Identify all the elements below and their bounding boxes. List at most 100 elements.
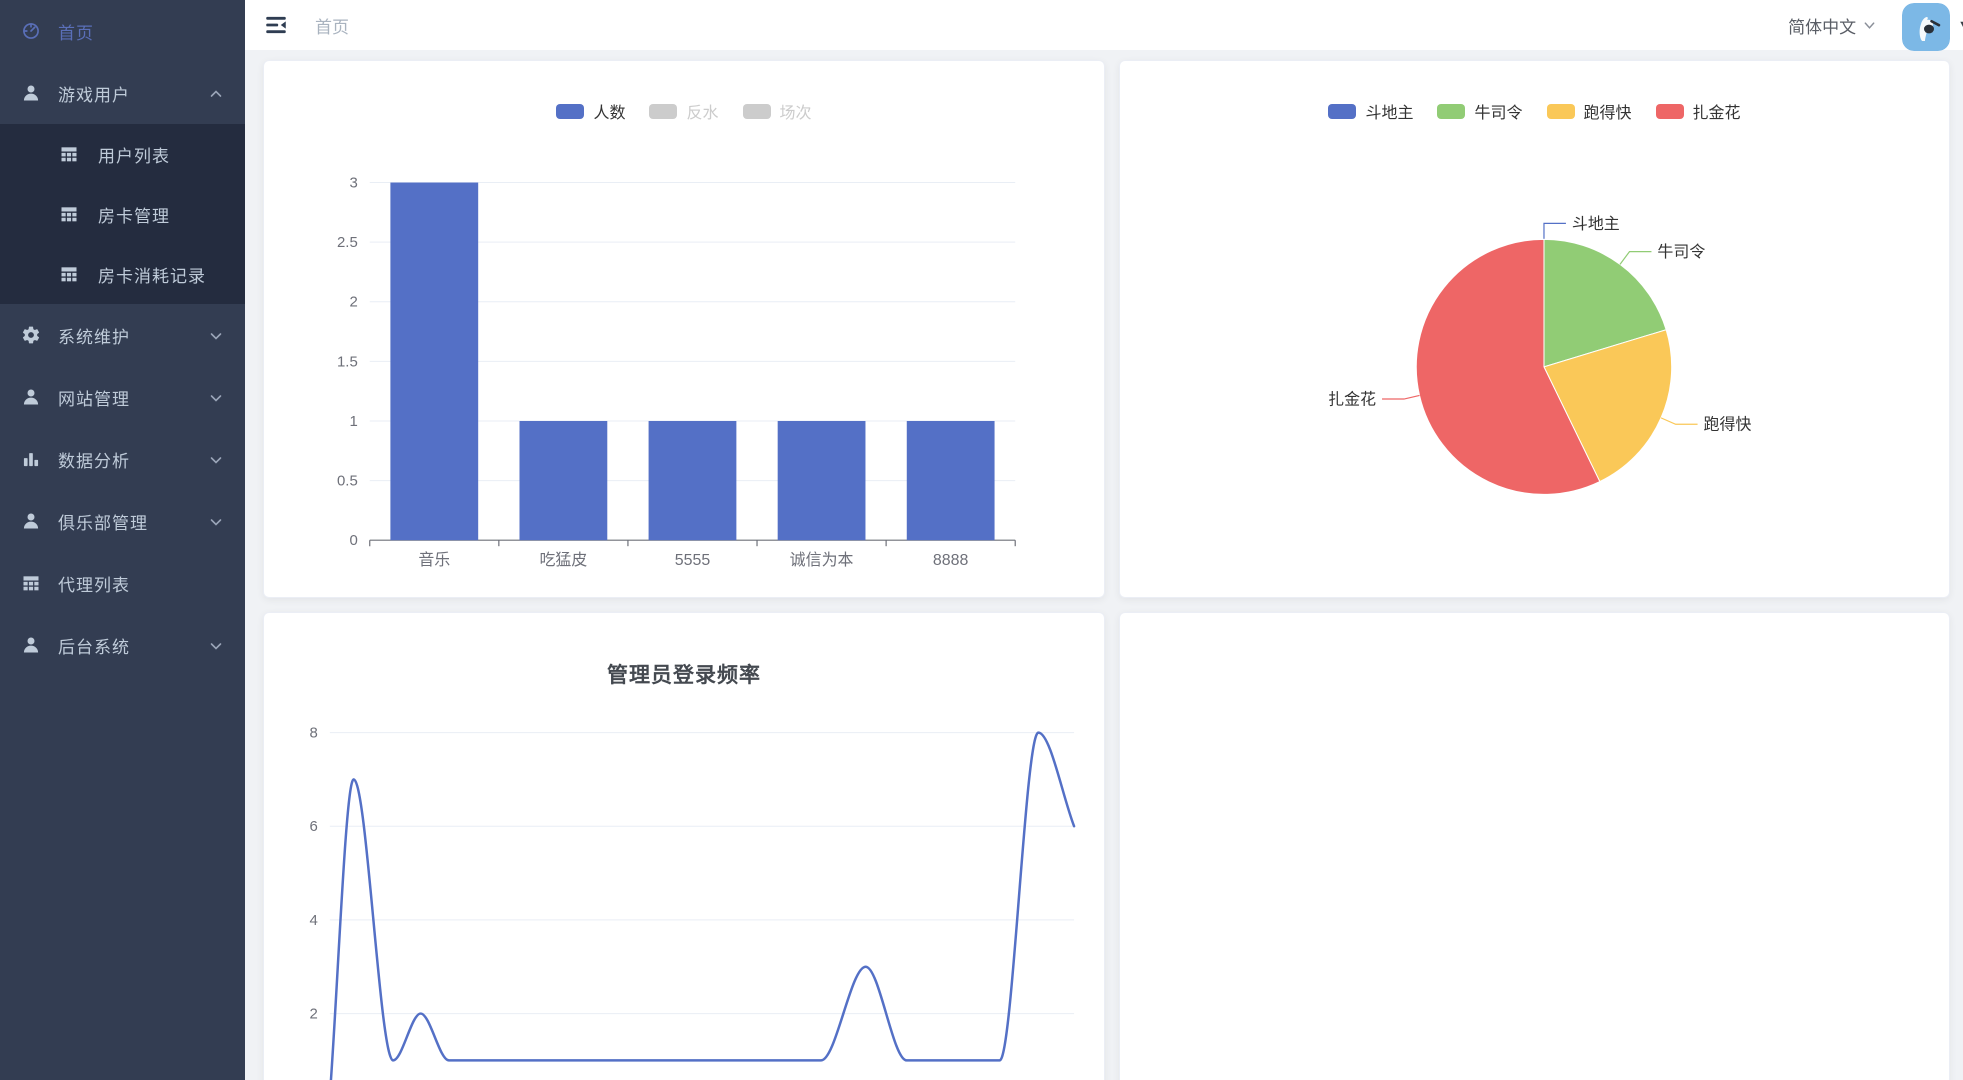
- sidebar-submenu-game-users: 用户列表房卡管理房卡消耗记录: [0, 124, 245, 304]
- pie-chart-card: 斗地主 牛司令 跑得快 扎金花 斗地主 牛司令 跑得快 扎金花: [1119, 60, 1950, 598]
- user-icon: [20, 82, 42, 104]
- sidebar-subitem-label: 房卡消耗记录: [98, 266, 206, 286]
- chevron-down-icon: [209, 328, 223, 342]
- legend-item-人数[interactable]: 人数: [556, 99, 625, 123]
- legend-item-斗地主[interactable]: 斗地主: [1328, 99, 1413, 123]
- sidebar-item-label: 数据分析: [58, 451, 130, 471]
- dashboard-content: 人数 反水 场次 0 0.5 1 1.5 2 2.5 3 音乐 吃猛皮 5555 诚信为本 8888 斗地…: [245, 50, 1963, 1080]
- svg-text:8888: 8888: [933, 552, 969, 569]
- user-icon: [20, 634, 42, 656]
- legend-item-跑得快[interactable]: 跑得快: [1546, 99, 1632, 123]
- user-icon: [20, 510, 42, 532]
- chevron-down-icon: [209, 452, 223, 466]
- sidebar-item-label: 游戏用户: [58, 85, 130, 105]
- sidebar-subitem-room-card-consume-log[interactable]: 房卡消耗记录: [0, 244, 245, 304]
- legend-swatch: [556, 103, 585, 119]
- table-icon: [58, 143, 80, 165]
- svg-text:2.5: 2.5: [337, 234, 358, 251]
- legend-swatch: [1328, 103, 1357, 119]
- avatar[interactable]: [1902, 2, 1951, 51]
- breadcrumb[interactable]: 首页: [315, 17, 349, 37]
- sidebar-item-label: 俱乐部管理: [58, 513, 148, 533]
- pie-chart-legend: 斗地主 牛司令 跑得快 扎金花: [1120, 99, 1949, 123]
- sidebar-item-label: 网站管理: [58, 389, 130, 409]
- legend-swatch: [1546, 103, 1575, 119]
- legend-label: 反水: [686, 105, 719, 122]
- bar-chart-card: 人数 反水 场次 0 0.5 1 1.5 2 2.5 3 音乐 吃猛皮 5555 诚信为本 8888: [263, 60, 1105, 598]
- sidebar: 首页游戏用户用户列表房卡管理房卡消耗记录系统维护网站管理数据分析俱乐部管理代理列…: [0, 0, 245, 1080]
- svg-text:3: 3: [349, 175, 357, 192]
- sidebar-item-backend-system[interactable]: 后台系统: [0, 614, 245, 676]
- svg-text:扎金花: 扎金花: [1328, 391, 1376, 409]
- sidebar-item-label: 代理列表: [58, 575, 130, 595]
- legend-label: 跑得快: [1583, 105, 1632, 122]
- legend-label: 牛司令: [1474, 105, 1523, 122]
- legend-label: 斗地主: [1365, 105, 1414, 122]
- svg-text:5555: 5555: [675, 552, 711, 569]
- svg-text:牛司令: 牛司令: [1657, 243, 1705, 261]
- legend-item-扎金花[interactable]: 扎金花: [1655, 99, 1741, 123]
- svg-text:0: 0: [349, 532, 357, 549]
- sidebar-item-label: 后台系统: [58, 637, 130, 657]
- svg-text:诚信为本: 诚信为本: [790, 551, 854, 569]
- line-chart-card: 管理员登录频率 2 4 6 8: [263, 612, 1105, 1080]
- svg-text:1: 1: [349, 413, 357, 430]
- svg-text:1.5: 1.5: [337, 353, 358, 370]
- legend-item-反水[interactable]: 反水: [649, 99, 719, 123]
- sidebar-item-label: 首页: [58, 23, 94, 43]
- bar-chart-legend: 人数 反水 场次: [264, 99, 1104, 123]
- chevron-down-icon: [209, 638, 223, 652]
- sidebar-item-system-maintenance[interactable]: 系统维护: [0, 304, 245, 366]
- sidebar-item-agent-list[interactable]: 代理列表: [0, 552, 245, 614]
- chevron-down-icon: [209, 514, 223, 528]
- legend-label: 人数: [593, 105, 626, 122]
- hamburger-menu-icon[interactable]: [263, 12, 289, 38]
- sidebar-item-game-users[interactable]: 游戏用户: [0, 62, 245, 124]
- empty-card: [1119, 612, 1950, 1080]
- svg-text:吃猛皮: 吃猛皮: [539, 551, 587, 569]
- svg-text:2: 2: [349, 294, 357, 311]
- language-label: 简体中文: [1788, 17, 1857, 37]
- sidebar-item-data-analysis[interactable]: 数据分析: [0, 428, 245, 490]
- sidebar-item-club-management[interactable]: 俱乐部管理: [0, 490, 245, 552]
- legend-item-牛司令[interactable]: 牛司令: [1437, 99, 1523, 123]
- legend-swatch: [649, 103, 678, 119]
- table-icon: [20, 572, 42, 594]
- gear-icon: [20, 324, 42, 346]
- language-selector[interactable]: 简体中文: [1788, 13, 1876, 38]
- chevron-down-icon: [209, 390, 223, 404]
- sidebar-subitem-user-list[interactable]: 用户列表: [0, 124, 245, 184]
- svg-text:音乐: 音乐: [418, 551, 450, 569]
- sidebar-subitem-label: 房卡管理: [98, 206, 170, 226]
- bar-chart: 0 0.5 1 1.5 2 2.5 3 音乐 吃猛皮 5555 诚信为本 8888: [337, 175, 1016, 569]
- user-icon: [20, 386, 42, 408]
- line-chart: 2 4 6 8: [310, 725, 1076, 1080]
- dashboard-icon: [20, 20, 42, 42]
- sidebar-subitem-room-card-management[interactable]: 房卡管理: [0, 184, 245, 244]
- sidebar-item-home[interactable]: 首页: [0, 0, 245, 62]
- sidebar-item-website-management[interactable]: 网站管理: [0, 366, 245, 428]
- sidebar-item-label: 系统维护: [58, 327, 130, 347]
- legend-swatch: [1655, 103, 1684, 119]
- legend-label: 场次: [779, 105, 812, 122]
- bar-chart-icon: [20, 448, 42, 470]
- sidebar-subitem-label: 用户列表: [98, 146, 170, 166]
- svg-text:0.5: 0.5: [337, 473, 358, 490]
- user-menu-caret-icon[interactable]: ▼: [1958, 19, 1963, 31]
- svg-text:6: 6: [310, 818, 318, 835]
- main-area: 首页 简体中文 ▼ 人数 反水 场次 0 0.5 1 1.5 2 2.5 3 音乐 吃猛皮 5555 诚…: [245, 0, 1963, 1080]
- legend-item-场次[interactable]: 场次: [742, 99, 812, 123]
- svg-text:2: 2: [310, 1006, 318, 1023]
- chevron-up-icon: [209, 86, 223, 100]
- svg-text:4: 4: [310, 912, 318, 929]
- chevron-down-icon: [1864, 21, 1875, 29]
- legend-label: 扎金花: [1692, 105, 1741, 122]
- legend-swatch: [1437, 103, 1466, 119]
- svg-text:8: 8: [310, 725, 318, 742]
- svg-text:跑得快: 跑得快: [1704, 416, 1752, 434]
- table-icon: [58, 263, 80, 285]
- table-icon: [58, 203, 80, 225]
- top-bar: 首页 简体中文 ▼: [245, 0, 1963, 51]
- legend-swatch: [742, 103, 771, 119]
